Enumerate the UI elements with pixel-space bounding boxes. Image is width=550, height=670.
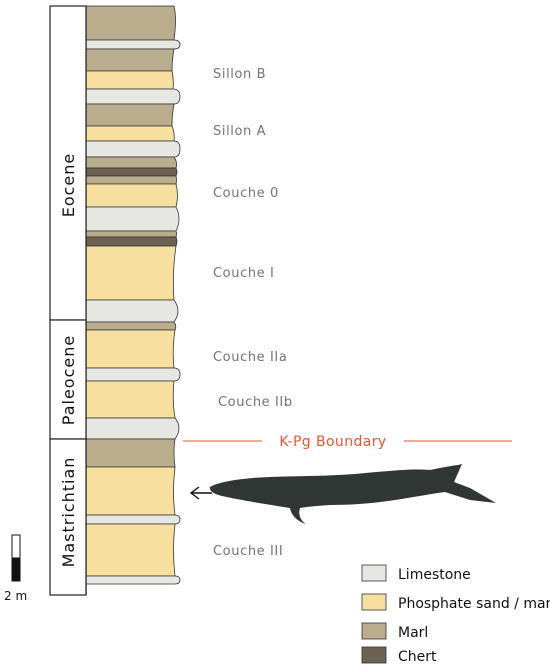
layer-marl <box>85 230 177 238</box>
legend-swatch-phosphate <box>361 593 387 611</box>
arrow-left-icon <box>189 486 200 500</box>
layer-limestone <box>85 417 180 440</box>
epoch-box-mastrichtian <box>49 438 87 596</box>
unit-label-couche-iia: Couche IIa <box>213 350 287 365</box>
fish-silhouette-icon <box>209 464 496 524</box>
epoch-box-paleocene <box>49 319 87 440</box>
fossil-marker <box>189 464 496 524</box>
layer-chert <box>85 236 178 247</box>
layer-marl <box>85 5 176 41</box>
legend-swatch-limestone <box>361 564 387 582</box>
unit-label-couche-i: Couche I <box>213 266 274 281</box>
sediment-column <box>85 5 181 595</box>
layer-limestone <box>85 140 181 158</box>
layer-limestone <box>85 514 181 525</box>
layer-limestone <box>85 88 181 105</box>
layer-marl <box>85 156 178 169</box>
epoch-box-eocene <box>49 5 87 321</box>
layer-phosphate <box>85 523 176 577</box>
legend-swatch-marl <box>361 622 387 640</box>
layer-marl <box>85 321 177 331</box>
layer-phosphate <box>85 125 175 142</box>
epoch-label-mastrichtian: Mastrichtian <box>59 457 78 568</box>
kpg-boundary: K-Pg Boundary <box>183 434 512 450</box>
legend-swatch-chert <box>361 646 387 664</box>
legend-label-phosphate: Phosphate sand / marl <box>398 596 550 612</box>
layer-phosphate <box>85 466 176 516</box>
layer-marl <box>85 48 175 72</box>
layer-chert <box>85 167 178 177</box>
layer-limestone <box>85 367 181 382</box>
epoch-column: Eocene Paleocene Mastrichtian <box>49 5 87 596</box>
legend-label-chert: Chert <box>398 649 437 665</box>
layer-phosphate <box>85 245 177 301</box>
layer-limestone <box>85 299 179 323</box>
layer-limestone <box>85 206 180 232</box>
scale-bar-lower <box>11 557 21 582</box>
layer-phosphate <box>85 329 176 369</box>
scale-bar: 2 m <box>4 534 27 603</box>
scale-bar-upper <box>11 534 21 559</box>
unit-labels: Sillon B Sillon A Couche 0 Couche I Couc… <box>213 67 293 559</box>
layer-phosphate <box>85 380 176 419</box>
layer-marl <box>85 438 176 468</box>
unit-label-couche-iii: Couche III <box>213 544 283 559</box>
layer-limestone <box>85 575 181 585</box>
legend: Limestone Phosphate sand / marl Marl Che… <box>361 564 550 665</box>
unit-label-couche-iib: Couche IIb <box>218 395 293 410</box>
kpg-boundary-label: K-Pg Boundary <box>279 434 386 450</box>
unit-label-sillon-b: Sillon B <box>213 67 266 82</box>
unit-label-sillon-a: Sillon A <box>213 124 266 139</box>
layer-marl <box>85 103 175 127</box>
unit-label-couche-0: Couche 0 <box>213 186 279 201</box>
layer-limestone <box>85 39 181 50</box>
scale-bar-label: 2 m <box>4 589 27 603</box>
layer-phosphate <box>85 70 174 90</box>
epoch-label-eocene: Eocene <box>59 153 78 218</box>
legend-label-marl: Marl <box>398 625 428 641</box>
layer-phosphate <box>85 183 178 208</box>
epoch-label-paleocene: Paleocene <box>59 335 78 425</box>
legend-label-limestone: Limestone <box>398 567 471 583</box>
layer-marl <box>85 175 177 185</box>
